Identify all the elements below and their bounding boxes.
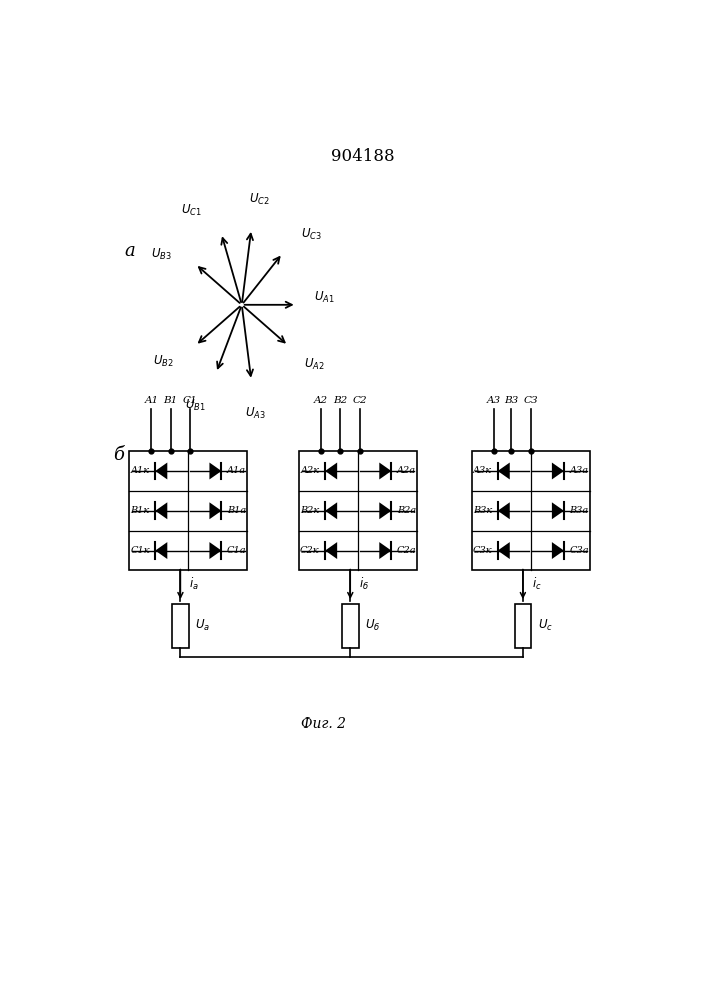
Bar	[299, 451, 417, 570]
Text: Фиг. 2: Фиг. 2	[301, 717, 346, 731]
Polygon shape	[325, 502, 337, 519]
Text: $U_{A1}$: $U_{A1}$	[314, 290, 334, 305]
Polygon shape	[379, 463, 392, 479]
Text: $U_{C1}$: $U_{C1}$	[181, 203, 201, 218]
Polygon shape	[156, 463, 168, 479]
Text: C2к: C2к	[300, 546, 320, 555]
Text: $U_{A3}$: $U_{A3}$	[245, 405, 266, 421]
Polygon shape	[498, 463, 510, 479]
Polygon shape	[498, 502, 510, 519]
Text: $U_{B3}$: $U_{B3}$	[151, 247, 172, 262]
Text: B3к: B3к	[473, 506, 492, 515]
Text: $i_{c}$: $i_{c}$	[532, 576, 542, 592]
Bar	[515, 604, 531, 648]
Polygon shape	[498, 542, 510, 559]
Text: A1к: A1к	[131, 466, 150, 475]
Text: B2: B2	[333, 396, 348, 405]
Text: C2а: C2а	[397, 546, 416, 555]
Text: A3а: A3а	[570, 466, 589, 475]
Text: A3: A3	[487, 396, 501, 405]
Polygon shape	[552, 502, 564, 519]
Text: $i_{a}$: $i_{a}$	[189, 576, 199, 592]
Text: A2: A2	[314, 396, 328, 405]
Text: C3к: C3к	[473, 546, 492, 555]
Text: B2к: B2к	[300, 506, 320, 515]
Text: C3: C3	[524, 396, 539, 405]
Text: B3а: B3а	[570, 506, 589, 515]
Polygon shape	[552, 542, 564, 559]
Text: C3а: C3а	[569, 546, 589, 555]
Text: $i_{б}$: $i_{б}$	[359, 576, 369, 592]
Bar	[472, 451, 590, 570]
Polygon shape	[209, 463, 221, 479]
Text: б: б	[113, 446, 124, 464]
Text: $U_{C2}$: $U_{C2}$	[249, 192, 270, 207]
Text: а: а	[124, 242, 135, 260]
Text: C1к: C1к	[130, 546, 150, 555]
Bar	[342, 604, 358, 648]
Text: C1а: C1а	[227, 546, 247, 555]
Text: A2а: A2а	[397, 466, 416, 475]
Bar	[129, 451, 247, 570]
Text: B2а: B2а	[397, 506, 416, 515]
Text: $U_{C3}$: $U_{C3}$	[300, 226, 322, 242]
Text: $U_{c}$: $U_{c}$	[538, 618, 553, 633]
Polygon shape	[209, 542, 221, 559]
Text: C1: C1	[182, 396, 197, 405]
Polygon shape	[156, 502, 168, 519]
Polygon shape	[325, 463, 337, 479]
Polygon shape	[209, 502, 221, 519]
Bar	[173, 604, 189, 648]
Text: C2: C2	[352, 396, 367, 405]
Text: $U_{B2}$: $U_{B2}$	[153, 353, 174, 369]
Text: $U_{б}$: $U_{б}$	[365, 618, 380, 633]
Text: B1к: B1к	[131, 506, 150, 515]
Text: A1а: A1а	[227, 466, 246, 475]
Text: $U_{B1}$: $U_{B1}$	[185, 398, 206, 413]
Polygon shape	[379, 542, 392, 559]
Text: B3: B3	[504, 396, 518, 405]
Polygon shape	[325, 542, 337, 559]
Text: B1: B1	[163, 396, 177, 405]
Text: $U_{A2}$: $U_{A2}$	[304, 357, 325, 372]
Polygon shape	[156, 542, 168, 559]
Text: A3к: A3к	[473, 466, 492, 475]
Text: A1: A1	[144, 396, 158, 405]
Text: 904188: 904188	[331, 148, 394, 165]
Polygon shape	[552, 463, 564, 479]
Text: $U_{a}$: $U_{a}$	[195, 618, 211, 633]
Text: A2к: A2к	[300, 466, 320, 475]
Polygon shape	[379, 502, 392, 519]
Text: B1а: B1а	[227, 506, 246, 515]
